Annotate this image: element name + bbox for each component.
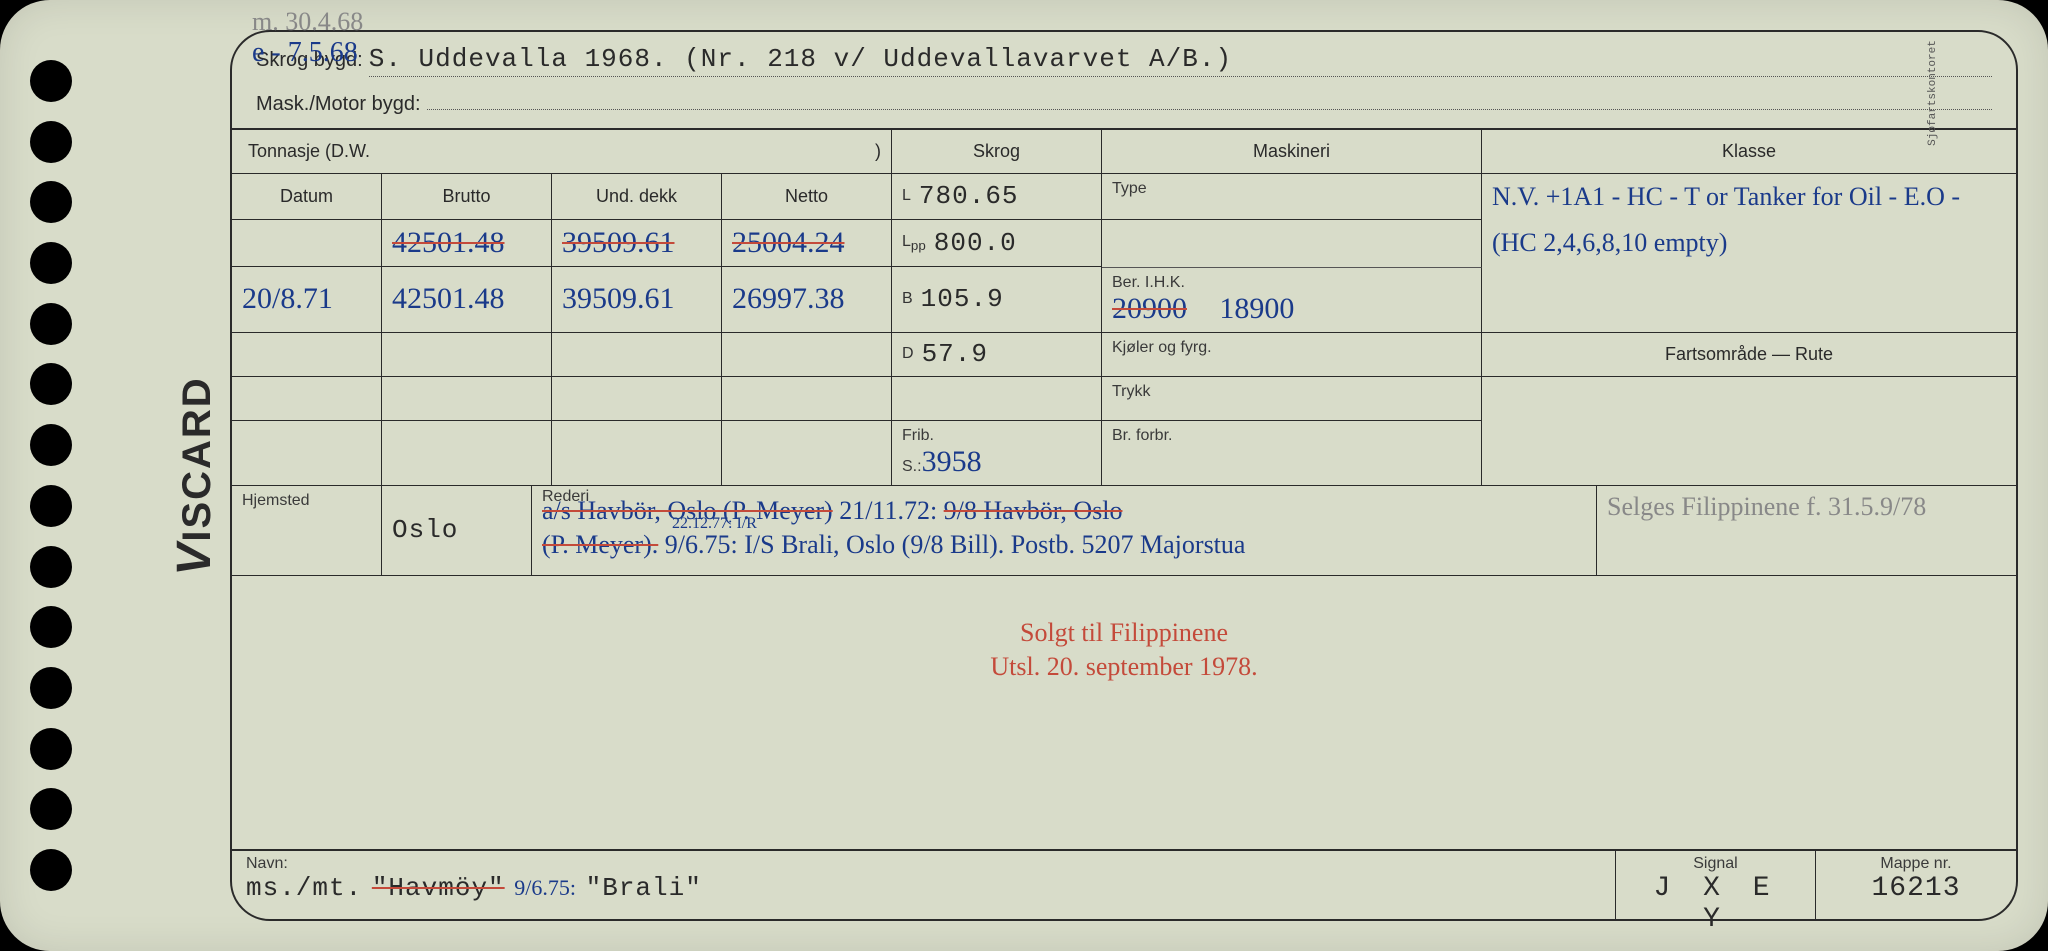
r1-unddekk: 39509.61 (552, 220, 722, 267)
r5-unddekk (552, 421, 722, 486)
card-outer: VVISCARDISCARD VISAG KONTORSYSTEMER Tron… (0, 0, 2048, 951)
notes-area: Solgt til Filippinene Utsl. 20. septembe… (232, 576, 2016, 849)
mask-type: Type (1102, 174, 1482, 220)
hdr-brutto: Brutto (382, 174, 552, 220)
r3-unddekk (552, 333, 722, 377)
skrog-bygd-row: Skrog bygd: S. Uddevalla 1968. (Nr. 218 … (232, 32, 2016, 81)
punch-holes (30, 60, 80, 891)
rederi-section: Hjemsted Oslo Rederi a/s Havbör, Oslo (P… (232, 486, 2016, 576)
skrog-bygd-value: S. Uddevalla 1968. (Nr. 218 v/ Uddevalla… (369, 44, 1992, 77)
mappe-cell: Mappe nr. 16213 (1816, 851, 2016, 919)
hdr-maskineri: Maskineri (1102, 130, 1482, 174)
r4-brutto (382, 377, 552, 421)
r4-datum (232, 377, 382, 421)
signal-cell: Signal J X E Y (1616, 851, 1816, 919)
motor-bygd-value (427, 107, 1992, 110)
pencil-date: m. 30.4.68 (252, 7, 363, 36)
skrog-D: D57.9 (892, 333, 1102, 377)
r5-netto (722, 421, 892, 486)
r5-brutto (382, 421, 552, 486)
note-line2: Utsl. 20. september 1978. (256, 650, 1992, 684)
hjemsted-cell: Hjemsted (232, 486, 382, 575)
mask-brforbr: Br. forbr. (1102, 421, 1482, 486)
farts-empty (1482, 377, 2016, 421)
brand-viscard: VVISCARDISCARD (167, 376, 222, 575)
klasse-line1: N.V. +1A1 - HC - T or Tanker for Oil - E… (1482, 174, 2016, 220)
mask-trykk: Trykk (1102, 377, 1482, 421)
mask-kjeler: Kjøler og fyrg. (1102, 333, 1482, 377)
hdr-tonnasje: Tonnasje (D.W. ) (232, 130, 892, 174)
rederi-cell: Rederi a/s Havbör, Oslo (P. Meyer) 21/11… (532, 486, 1596, 575)
motor-bygd-row: Mask./Motor bygd: Sjøfartskontoret (232, 81, 2016, 128)
side-note-cell: Selges Filippinene f. 31.5.9/78 (1596, 486, 2016, 575)
skrog-frib: Frib. S.:3958 (892, 421, 1102, 486)
r2-netto: 26997.38 (722, 267, 892, 333)
r5-datum (232, 421, 382, 486)
mask-ihk: Ber. I.H.K. 20900 18900 (1102, 267, 1482, 333)
hdr-datum: Datum (232, 174, 382, 220)
hdr-unddekk: Und. dekk (552, 174, 722, 220)
r2-brutto: 42501.48 (382, 267, 552, 333)
top-annotations: m. 30.4.68 e - 7.5.68 (252, 7, 363, 69)
r1-brutto: 42501.48 (382, 220, 552, 267)
skrog-B: B105.9 (892, 267, 1102, 333)
bottom-row: Navn: ms./mt. "Havmöy" 9/6.75: "Brali" S… (232, 849, 2016, 919)
blue-date: e - 7.5.68 (252, 37, 358, 68)
r1-netto: 25004.24 (722, 220, 892, 267)
r3-datum (232, 333, 382, 377)
mask-empty1 (1102, 220, 1482, 267)
skrog-L: L780.65 (892, 174, 1102, 220)
r2-datum: 20/8.71 (232, 267, 382, 333)
farts-empty2 (1482, 421, 2016, 486)
hjemsted-value: Oslo (392, 515, 458, 545)
note-line1: Solgt til Filippinene (256, 616, 1992, 650)
main-table: Tonnasje (D.W. ) Skrog Maskineri Klasse … (232, 128, 2016, 486)
r4-netto (722, 377, 892, 421)
record-card: m. 30.4.68 e - 7.5.68 Skrog bygd: S. Udd… (230, 30, 2018, 921)
motor-bygd-label: Mask./Motor bygd: (256, 93, 421, 116)
r4-unddekk (552, 377, 722, 421)
navn-cell: Navn: ms./mt. "Havmöy" 9/6.75: "Brali" (232, 851, 1616, 919)
hdr-klasse: Klasse (1482, 130, 2016, 174)
r3-brutto (382, 333, 552, 377)
r1-datum (232, 220, 382, 267)
farts-label: Fartsområde — Rute (1482, 333, 2016, 377)
klasse-line2: (HC 2,4,6,8,10 empty) (1482, 220, 2016, 267)
hdr-skrog: Skrog (892, 130, 1102, 174)
r3-netto (722, 333, 892, 377)
klasse-empty (1482, 267, 2016, 333)
r2-unddekk: 39509.61 (552, 267, 722, 333)
skrog-empty (892, 377, 1102, 421)
hdr-netto: Netto (722, 174, 892, 220)
skrog-Lpp: Lpp800.0 (892, 220, 1102, 267)
